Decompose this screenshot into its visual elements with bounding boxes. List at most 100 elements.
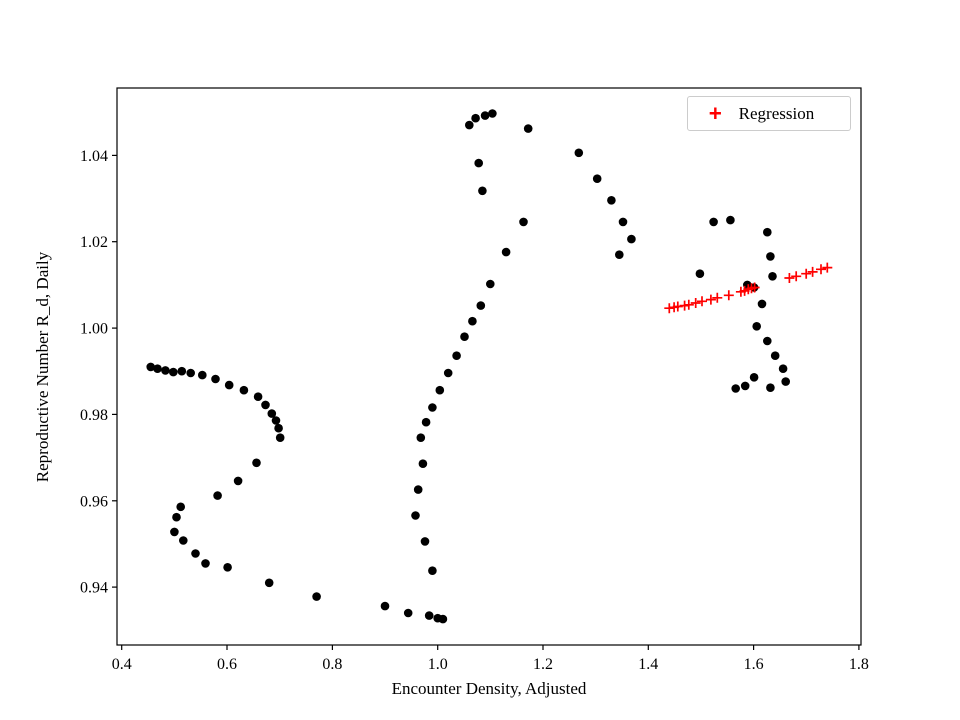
scatter-point — [763, 227, 772, 237]
x-tick-label: 1.8 — [849, 656, 869, 673]
scatter-point — [486, 279, 495, 289]
scatter-point — [474, 158, 484, 168]
y-tick-label: 0.94 — [80, 580, 108, 597]
scatter-point — [233, 476, 243, 486]
scatter-point — [468, 316, 477, 326]
regression-point — [697, 296, 707, 307]
scatter-point — [153, 364, 162, 374]
regression-point — [749, 282, 760, 293]
regression-point — [784, 273, 795, 283]
y-tick-label: 1.00 — [80, 321, 108, 338]
scatter-point — [271, 416, 281, 425]
scatter-point — [211, 374, 220, 384]
scatter-point — [161, 366, 170, 375]
scatter-point — [224, 380, 234, 390]
y-tick-label: 0.96 — [80, 493, 108, 510]
scatter-point — [146, 362, 155, 372]
scatter-point — [223, 563, 232, 572]
scatter-point — [179, 536, 188, 545]
scatter-point — [312, 592, 321, 601]
x-tick-label: 0.8 — [322, 656, 342, 673]
regression-point — [690, 298, 701, 308]
x-tick-label: 1.4 — [638, 656, 658, 673]
scatter-point — [607, 196, 616, 205]
scatter-point — [766, 252, 775, 261]
scatter-point — [615, 250, 624, 259]
scatter-point — [411, 511, 420, 520]
regression-point — [683, 299, 694, 310]
regression-point — [672, 301, 683, 312]
y-tick-label: 1.02 — [80, 234, 108, 251]
scatter-point — [523, 124, 533, 133]
scatter-point — [768, 272, 777, 281]
x-tick-label: 1.0 — [428, 656, 448, 673]
scatter-point — [420, 537, 430, 546]
scatter-point — [752, 322, 761, 331]
scatter-point — [261, 400, 270, 410]
scatter-point — [501, 247, 511, 257]
scatter-point — [778, 364, 788, 374]
scatter-point — [757, 299, 767, 309]
scatter-point — [443, 368, 453, 378]
legend: + Regression — [687, 96, 851, 131]
x-tick-label: 1.6 — [744, 656, 764, 673]
regression-point — [664, 303, 675, 314]
scatter-point — [428, 566, 437, 575]
scatter-point — [169, 367, 178, 377]
scatter-point — [519, 217, 528, 227]
plus-marker-icon: + — [709, 101, 722, 125]
scatter-point — [239, 385, 249, 395]
scatter-point — [731, 384, 740, 393]
scatter-point — [695, 269, 705, 279]
regression-point — [816, 264, 826, 275]
x-tick-label: 1.2 — [533, 656, 553, 673]
scatter-point — [770, 351, 780, 361]
scatter-point — [763, 336, 772, 346]
y-tick-label: 1.04 — [80, 148, 108, 165]
regression-point — [801, 268, 812, 279]
x-axis-label: Encounter Density, Adjusted — [391, 679, 587, 698]
scatter-point — [488, 109, 497, 118]
regression-point — [712, 292, 723, 303]
scatter-point — [592, 174, 602, 183]
regression-point — [723, 290, 734, 301]
scatter-point — [438, 614, 448, 624]
scatter-point — [766, 383, 775, 393]
scatter-point — [252, 458, 261, 468]
scatter-point — [380, 601, 390, 611]
scatter-point — [749, 373, 759, 382]
scatter-point — [418, 459, 428, 469]
scatter-point — [413, 485, 423, 494]
scatter-point — [627, 234, 636, 244]
scatter-point — [478, 186, 487, 196]
scatter-point — [213, 491, 222, 500]
x-tick-label: 0.4 — [112, 656, 132, 673]
scatter-point — [781, 377, 790, 386]
scatter-point — [480, 111, 490, 120]
scatter-point — [618, 217, 628, 227]
scatter-point — [424, 611, 434, 620]
scatter-point — [191, 549, 200, 558]
y-tick-label: 0.98 — [80, 407, 108, 424]
scatter-point — [465, 120, 474, 130]
scatter-point — [709, 217, 718, 227]
scatter-point — [264, 578, 274, 588]
scatter-point — [267, 409, 277, 418]
scatter-point — [201, 559, 210, 568]
scatter-point — [172, 512, 181, 522]
scatter-point — [452, 351, 461, 361]
regression-point — [705, 294, 716, 305]
scatter-point — [416, 433, 426, 443]
scatter-point — [198, 370, 207, 380]
scatter-point — [170, 527, 179, 537]
scatter-point — [726, 215, 735, 225]
axes-frame — [116, 87, 862, 646]
regression-point — [807, 266, 818, 277]
scatter-point — [740, 381, 750, 391]
scatter-point — [471, 113, 480, 123]
scatter-point — [176, 502, 185, 512]
y-axis-label: Reproductive Number R_d, Daily — [33, 251, 52, 483]
x-tick-label: 0.6 — [217, 656, 237, 673]
